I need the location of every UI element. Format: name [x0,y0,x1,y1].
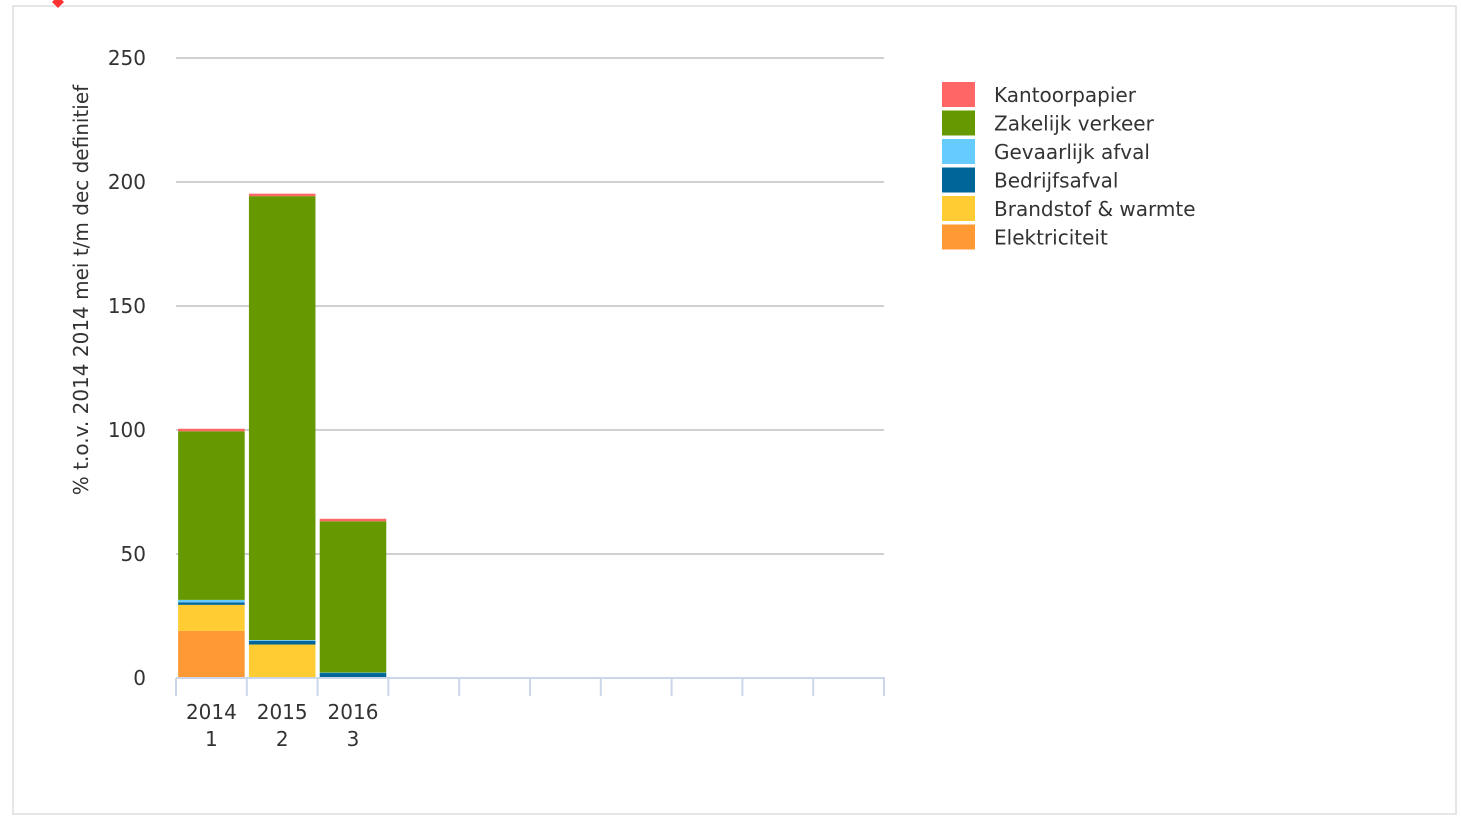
legend-label: Kantoorpapier [994,83,1137,107]
bar-segment [248,193,316,197]
y-tick-label: 250 [108,46,146,70]
bar-segment [248,644,316,678]
legend-item[interactable]: Bedrijfsafval [942,167,1118,193]
x-axis [175,677,885,696]
legend-swatch [942,82,975,107]
x-tick-label: 2015 [257,700,308,724]
bar-segment [178,428,245,432]
legend-label: Gevaarlijk afval [994,140,1150,164]
bar-segment [178,604,245,631]
bar-segment [248,640,316,645]
bar-segment [178,602,245,605]
legend-label: Elektriciteit [994,226,1108,250]
bar-segment [319,521,387,673]
y-tick-label: 150 [108,294,146,318]
bar-segment [178,599,245,603]
y-tick-label: 0 [133,666,146,690]
y-axis-title: % t.o.v. 2014 2014 mei t/m dec definitie… [69,84,93,495]
bar-segment [178,431,245,600]
bar-segment [319,673,387,678]
legend-item[interactable]: Kantoorpapier [942,82,1137,107]
x-tick-label: 3 [347,727,360,751]
bars [178,193,387,678]
bar-segment [178,630,245,678]
y-tick-label: 200 [108,170,146,194]
legend-swatch [942,196,975,221]
legend-item[interactable]: Gevaarlijk afval [942,139,1150,164]
legend-item[interactable]: Brandstof & warmte [942,196,1196,221]
legend-item[interactable]: Zakelijk verkeer [942,110,1155,136]
bar-segment [319,518,387,522]
y-axis-ticks: 0 50 100 150 200 250 [108,46,146,690]
y-tick-label: 100 [108,418,146,442]
legend-item[interactable]: Elektriciteit [942,224,1108,250]
legend-swatch [942,167,975,193]
legend-label: Bedrijfsafval [994,169,1118,193]
y-tick-label: 50 [121,542,146,566]
x-tick-label: 2014 [186,700,237,724]
red-marker-icon [52,0,64,8]
x-tick-label: 2 [276,727,289,751]
legend-swatch [942,110,975,136]
legend-swatch [942,224,975,250]
legend-swatch [942,139,975,164]
bar-segment [248,196,316,641]
legend-label: Zakelijk verkeer [994,112,1155,136]
bar-segment [248,640,316,641]
legend-label: Brandstof & warmte [994,197,1196,221]
legend: Kantoorpapier Zakelijk verkeer Gevaarlijk … [942,82,1196,250]
x-tick-label: 1 [205,727,218,751]
x-axis-ticks: 2014 1 2015 2 2016 3 [186,700,379,751]
x-tick-label: 2016 [328,700,379,724]
